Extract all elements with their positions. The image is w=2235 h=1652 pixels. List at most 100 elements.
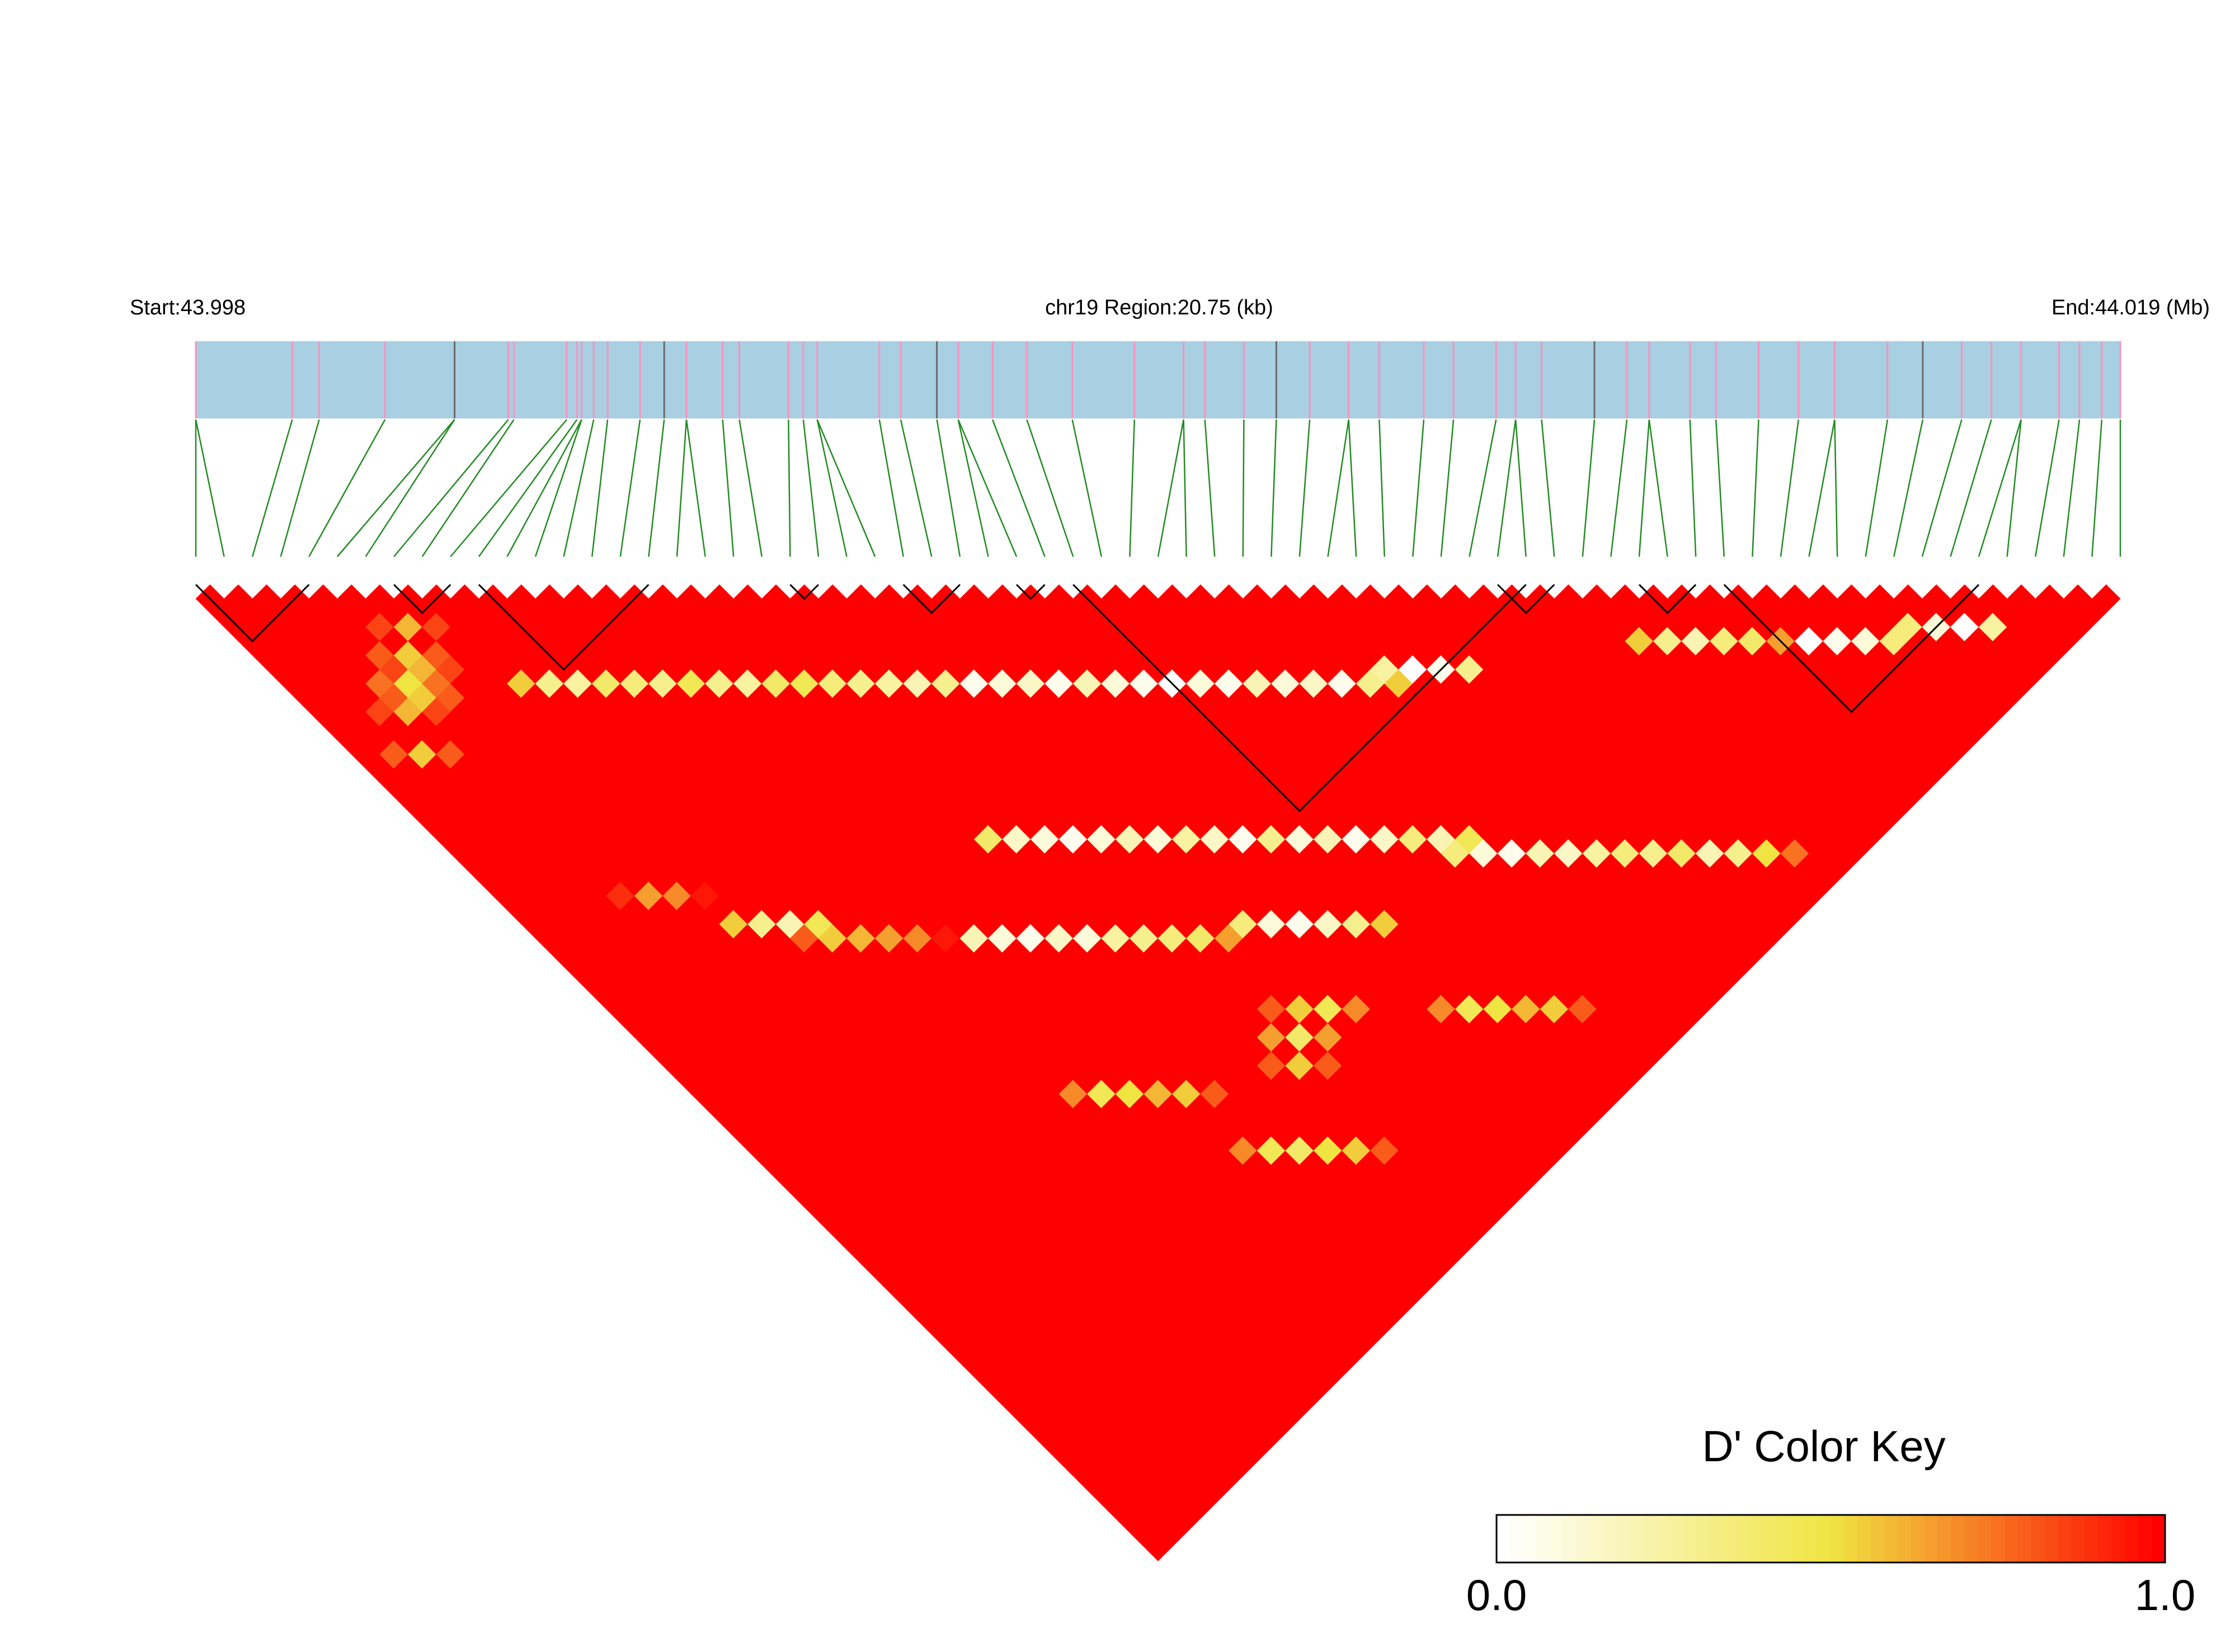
color-key-swatch: [1630, 1515, 1644, 1562]
color-key-swatch: [1497, 1515, 1511, 1562]
snp-connector-line: [195, 419, 225, 557]
snp-connector-line: [722, 419, 735, 557]
snp-connector-line: [1715, 419, 1725, 557]
color-key-swatch: [1911, 1515, 1925, 1562]
color-key-swatch: [1577, 1515, 1591, 1562]
color-key-swatch: [2044, 1515, 2059, 1562]
haplotype-block-outline: [789, 583, 820, 600]
ld-cell: [2091, 584, 2121, 614]
color-key-border: [1495, 1514, 2166, 1564]
snp-connector-line: [421, 419, 515, 557]
snp-connector-line: [1752, 419, 1759, 557]
haplotype-block-outline: [1638, 583, 1697, 614]
snp-connector-line: [1204, 419, 1216, 557]
snp-connector-line: [1978, 419, 2022, 557]
region-size-label: chr19 Region:20.75 (kb): [1045, 296, 1273, 319]
snp-connector-line: [936, 419, 961, 557]
snp-connector-line: [450, 419, 568, 557]
snp-connector-line: [1469, 419, 1497, 557]
color-key-swatch: [1657, 1515, 1671, 1562]
haplotype-block-outline: [478, 583, 650, 671]
snp-connector-line: [365, 419, 455, 557]
snp-connector-line: [1689, 419, 1697, 557]
color-key-swatch: [1710, 1515, 1725, 1562]
color-key-gradient: [1497, 1515, 2166, 1562]
color-key-swatch: [1951, 1515, 1965, 1562]
color-key-swatch: [1536, 1515, 1551, 1562]
snp-connector-line: [1514, 419, 1527, 557]
color-key-swatch: [1697, 1515, 1711, 1562]
color-key-swatch: [1857, 1515, 1872, 1562]
snp-connector-line: [788, 419, 791, 557]
snp-connector-line: [393, 419, 509, 557]
snp-connector-line: [506, 419, 582, 557]
color-key-swatch: [1617, 1515, 1631, 1562]
region-bar-background: [196, 341, 2120, 418]
color-key-min-label: 0.0: [1466, 1570, 1527, 1620]
color-key-swatch: [2005, 1515, 2019, 1562]
snp-connector-line: [1865, 419, 1889, 557]
snp-connector-line: [1950, 419, 1992, 557]
snp-connector-line: [1497, 419, 1517, 557]
haplotype-block-outline: [1723, 583, 1980, 713]
snp-connector-line: [738, 419, 763, 557]
haplotype-block-outline: [195, 583, 310, 643]
snp-connector-line: [478, 419, 578, 557]
snp-connector-line: [1648, 419, 1668, 557]
color-key-swatch: [1898, 1515, 1912, 1562]
color-key-swatch: [1603, 1515, 1618, 1562]
color-key-swatch: [1523, 1515, 1537, 1562]
snp-connector-line: [991, 419, 1046, 557]
color-key-swatch: [1724, 1515, 1738, 1562]
color-key-swatch: [1590, 1515, 1605, 1562]
snp-connector-line: [308, 419, 386, 557]
color-key-swatch: [2098, 1515, 2112, 1562]
region-header: Start:43.998 chr19 Region:20.75 (kb) End…: [130, 296, 2210, 319]
color-key-title: D' Color Key: [1702, 1422, 1945, 1471]
color-key-swatch: [2058, 1515, 2072, 1562]
snp-connector-line: [1298, 419, 1311, 557]
snp-connector-line: [534, 419, 582, 557]
region-start-label: Start:43.998: [130, 296, 246, 319]
color-key-swatch: [1871, 1515, 1885, 1562]
snp-connector-line: [280, 419, 320, 557]
snp-connector-line: [1440, 419, 1455, 557]
color-key-swatch: [2018, 1515, 2032, 1562]
color-key-swatch: [1737, 1515, 1752, 1562]
color-key-swatch: [1817, 1515, 1832, 1562]
snp-connector-line: [957, 419, 989, 557]
snp-connector-line: [1610, 419, 1628, 557]
snp-connector-line: [1638, 419, 1650, 557]
color-key-swatch: [1991, 1515, 2006, 1562]
snp-connector-line: [1808, 419, 1836, 557]
snp-connector-lines: [195, 419, 2121, 557]
snp-connector-line: [878, 419, 904, 557]
haplotype-block-outlines: [195, 583, 1980, 812]
color-key-swatch: [1751, 1515, 1765, 1562]
snp-connector-line: [1412, 419, 1425, 557]
snp-connector-line: [2063, 419, 2081, 557]
color-key-swatch: [1509, 1515, 1524, 1562]
color-key-swatch: [1978, 1515, 1992, 1562]
snp-connector-line: [648, 419, 665, 557]
snp-connector-line: [1378, 419, 1385, 557]
color-key-swatch: [2125, 1515, 2139, 1562]
snp-connector-line: [1348, 419, 1357, 557]
snp-connector-line: [816, 419, 848, 557]
snp-connector-line: [2006, 419, 2022, 557]
snp-connector-line: [2091, 419, 2103, 557]
region-end-label: End:44.019 (Mb): [2052, 296, 2210, 319]
color-key-swatch: [1670, 1515, 1685, 1562]
color-key-swatch: [1804, 1515, 1818, 1562]
snp-connector-line: [251, 419, 293, 557]
color-key-swatch: [1790, 1515, 1805, 1562]
snp-connector-line: [816, 419, 876, 557]
snp-connector-line: [1242, 419, 1245, 557]
region-bar: [195, 341, 2121, 418]
color-key-swatch: [2152, 1515, 2166, 1562]
haplotype-block-outline: [1497, 583, 1555, 614]
snp-connector-line: [685, 419, 706, 557]
color-key-swatch: [1563, 1515, 1578, 1562]
snp-connector-line: [900, 419, 933, 557]
